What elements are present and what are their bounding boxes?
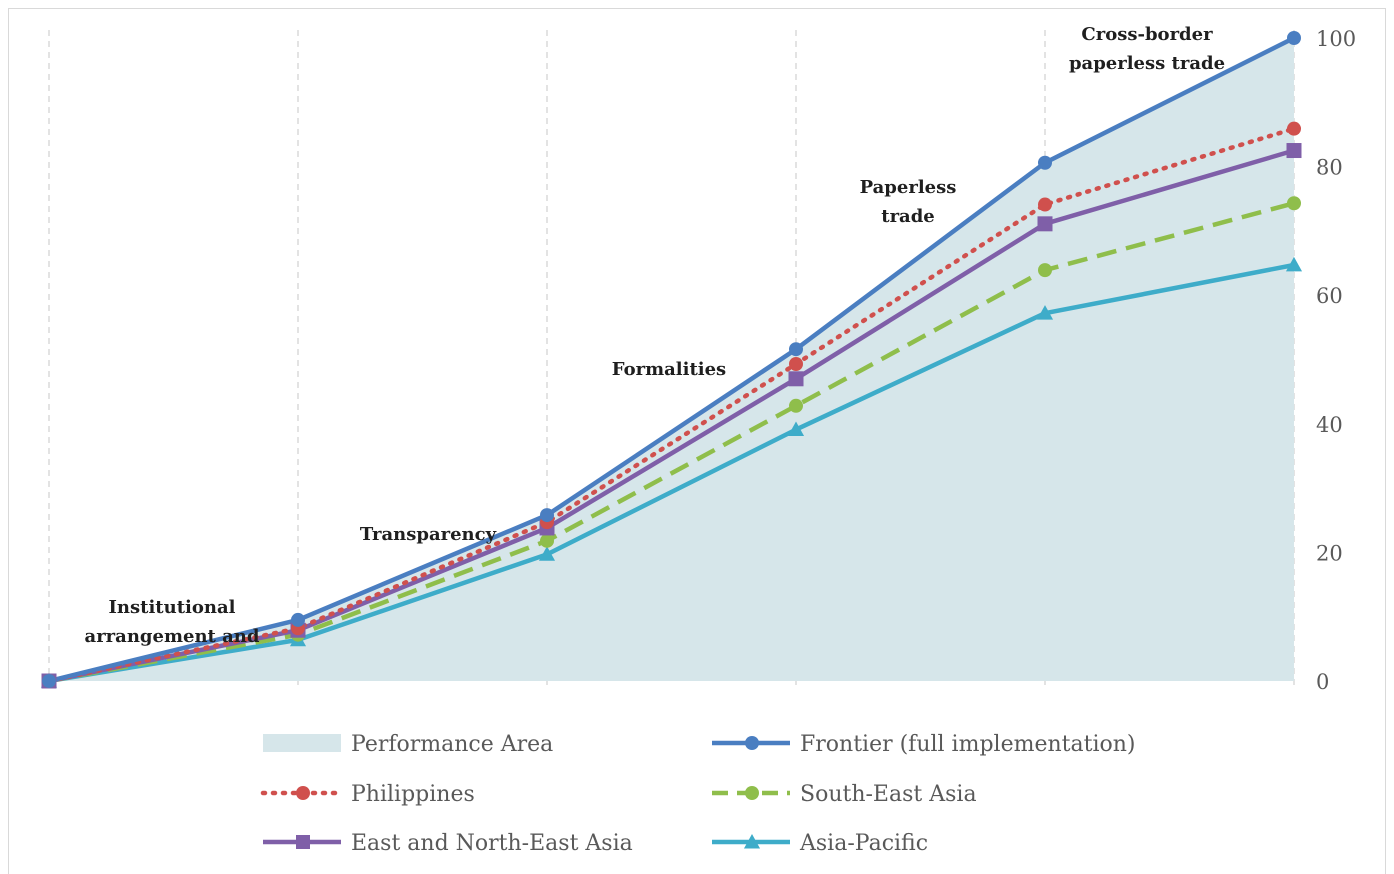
- asia-pacific-point: [787, 421, 805, 437]
- y-axis-ticks: 0 20 40 60 80 100: [1316, 27, 1356, 694]
- annotation-line: arrangement and: [85, 626, 260, 647]
- annotation: Formalities: [612, 359, 726, 380]
- legend-label: East and North-East Asia: [351, 831, 633, 856]
- east-and-north-east-asia-point: [1037, 216, 1053, 232]
- series-markers-layer: [40, 31, 1303, 689]
- annotation: Cross-border paperless trade: [1069, 24, 1225, 74]
- philippines-point: [1038, 197, 1052, 212]
- legend-marker: [296, 835, 310, 849]
- performance-area: [49, 38, 1294, 681]
- frontier-full-implementation-line: [48, 35, 1296, 684]
- legend-label: Frontier (full implementation): [800, 732, 1135, 757]
- asia-pacific-point: [1285, 256, 1303, 272]
- y-tick-label: 40: [1316, 413, 1343, 437]
- south-east-asia-point: [540, 533, 554, 548]
- south-east-asia-line: [48, 201, 1295, 684]
- y-tick-label: 0: [1316, 670, 1329, 694]
- annotation-line: Paperless: [860, 177, 957, 198]
- frontier-full-implementation-point: [42, 674, 56, 688]
- annotation: Institutional arrangement and: [85, 597, 260, 647]
- frontier-full-implementation-point: [1287, 31, 1301, 45]
- legend-item-performance-area: Performance Area: [263, 732, 553, 757]
- chart-frame: [8, 8, 1386, 874]
- frontier-full-implementation-point: [540, 508, 554, 523]
- frontier-full-implementation-point: [789, 342, 803, 357]
- asia-pacific-line: [48, 262, 1295, 684]
- south-east-asia-point: [1287, 196, 1301, 211]
- south-east-asia-point: [789, 398, 803, 413]
- legend-item-philippines: Philippines: [260, 782, 475, 807]
- frontier-full-implementation-point: [291, 612, 305, 627]
- annotation: Paperless trade: [860, 177, 957, 227]
- east-and-north-east-asia-point: [1286, 143, 1302, 159]
- series-lines-layer: [46, 35, 1297, 684]
- legend-marker: [745, 786, 759, 800]
- y-tick-label: 100: [1316, 27, 1356, 51]
- legend: Performance Area Frontier (full implement…: [260, 732, 1135, 856]
- legend-marker: [296, 786, 310, 800]
- legend-item-frontier-full-implementation: Frontier (full implementation): [712, 732, 1135, 757]
- stage-annotations: Institutional arrangement and Transparency…: [85, 24, 1226, 647]
- legend-item-south-east-asia: South-East Asia: [712, 782, 977, 807]
- y-tick-label: 20: [1316, 541, 1343, 565]
- asia-pacific-point: [1036, 305, 1054, 320]
- y-tick-label: 80: [1316, 156, 1343, 180]
- annotation-line: trade: [881, 206, 935, 227]
- philippines-line: [46, 126, 1297, 684]
- annotation-line: Cross-border: [1081, 24, 1213, 45]
- legend-label: Philippines: [351, 782, 475, 807]
- annotation-line: paperless trade: [1069, 53, 1225, 74]
- east-and-north-east-asia-point: [788, 371, 804, 387]
- legend-label: Performance Area: [351, 732, 553, 757]
- legend-swatch: [263, 734, 341, 752]
- south-east-asia-point: [1038, 263, 1052, 278]
- performance-area-layer: [49, 38, 1294, 681]
- frontier-full-implementation-point: [1038, 155, 1052, 170]
- legend-label: Asia-Pacific: [799, 831, 928, 856]
- legend-item-east-and-north-east-asia: East and North-East Asia: [263, 831, 633, 856]
- annotation-line: Institutional: [109, 597, 236, 618]
- philippines-point: [789, 357, 803, 372]
- legend-label: South-East Asia: [800, 782, 977, 807]
- philippines-point: [1287, 121, 1301, 136]
- annotation-line: Transparency: [360, 524, 497, 545]
- annotation: Transparency: [360, 524, 497, 545]
- legend-item-asia-pacific: Asia-Pacific: [712, 831, 928, 856]
- asia-pacific-point: [538, 546, 556, 561]
- annotation-line: Formalities: [612, 359, 726, 380]
- y-tick-label: 60: [1316, 284, 1343, 308]
- legend-marker: [743, 833, 761, 849]
- legend-marker: [745, 736, 759, 750]
